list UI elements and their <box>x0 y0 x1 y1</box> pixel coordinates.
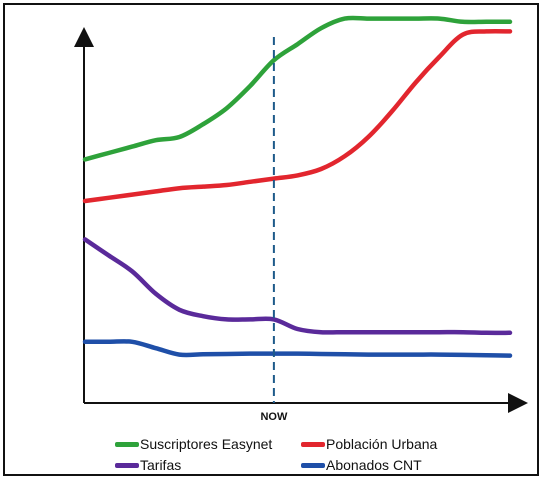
x-tick-label-now: NOW <box>260 411 288 423</box>
legend-item-tarifas: Tarifas <box>115 456 181 474</box>
legend-swatch-poblacion-urbana <box>301 441 325 447</box>
legend-item-poblacion-urbana: Población Urbana <box>301 435 437 453</box>
legend-label-suscriptores-easynet: Suscriptores Easynet <box>140 436 273 452</box>
legend-swatch-tarifas <box>115 462 139 468</box>
legend-label-tarifas: Tarifas <box>140 457 182 473</box>
legend-label-abonados-cnt: Abonados CNT <box>326 457 422 473</box>
series-layer <box>82 15 513 358</box>
series-line-tarifas <box>82 237 513 336</box>
series-line-abonados-cnt <box>82 339 513 358</box>
series-line-suscriptores-easynet <box>82 15 513 162</box>
legend-swatch-suscriptores-easynet <box>115 441 139 447</box>
legend-item-suscriptores-easynet: Suscriptores Easynet <box>115 435 272 453</box>
legend-label-poblacion-urbana: Población Urbana <box>326 436 438 452</box>
line-chart: NOW <box>74 15 528 423</box>
series-line-poblacion-urbana <box>82 28 513 204</box>
legend-item-abonados-cnt: Abonados CNT <box>301 456 422 474</box>
chart-frame: NOW Suscriptores Easynet Población Urban… <box>3 3 539 476</box>
legend-swatch-abonados-cnt <box>301 462 325 468</box>
